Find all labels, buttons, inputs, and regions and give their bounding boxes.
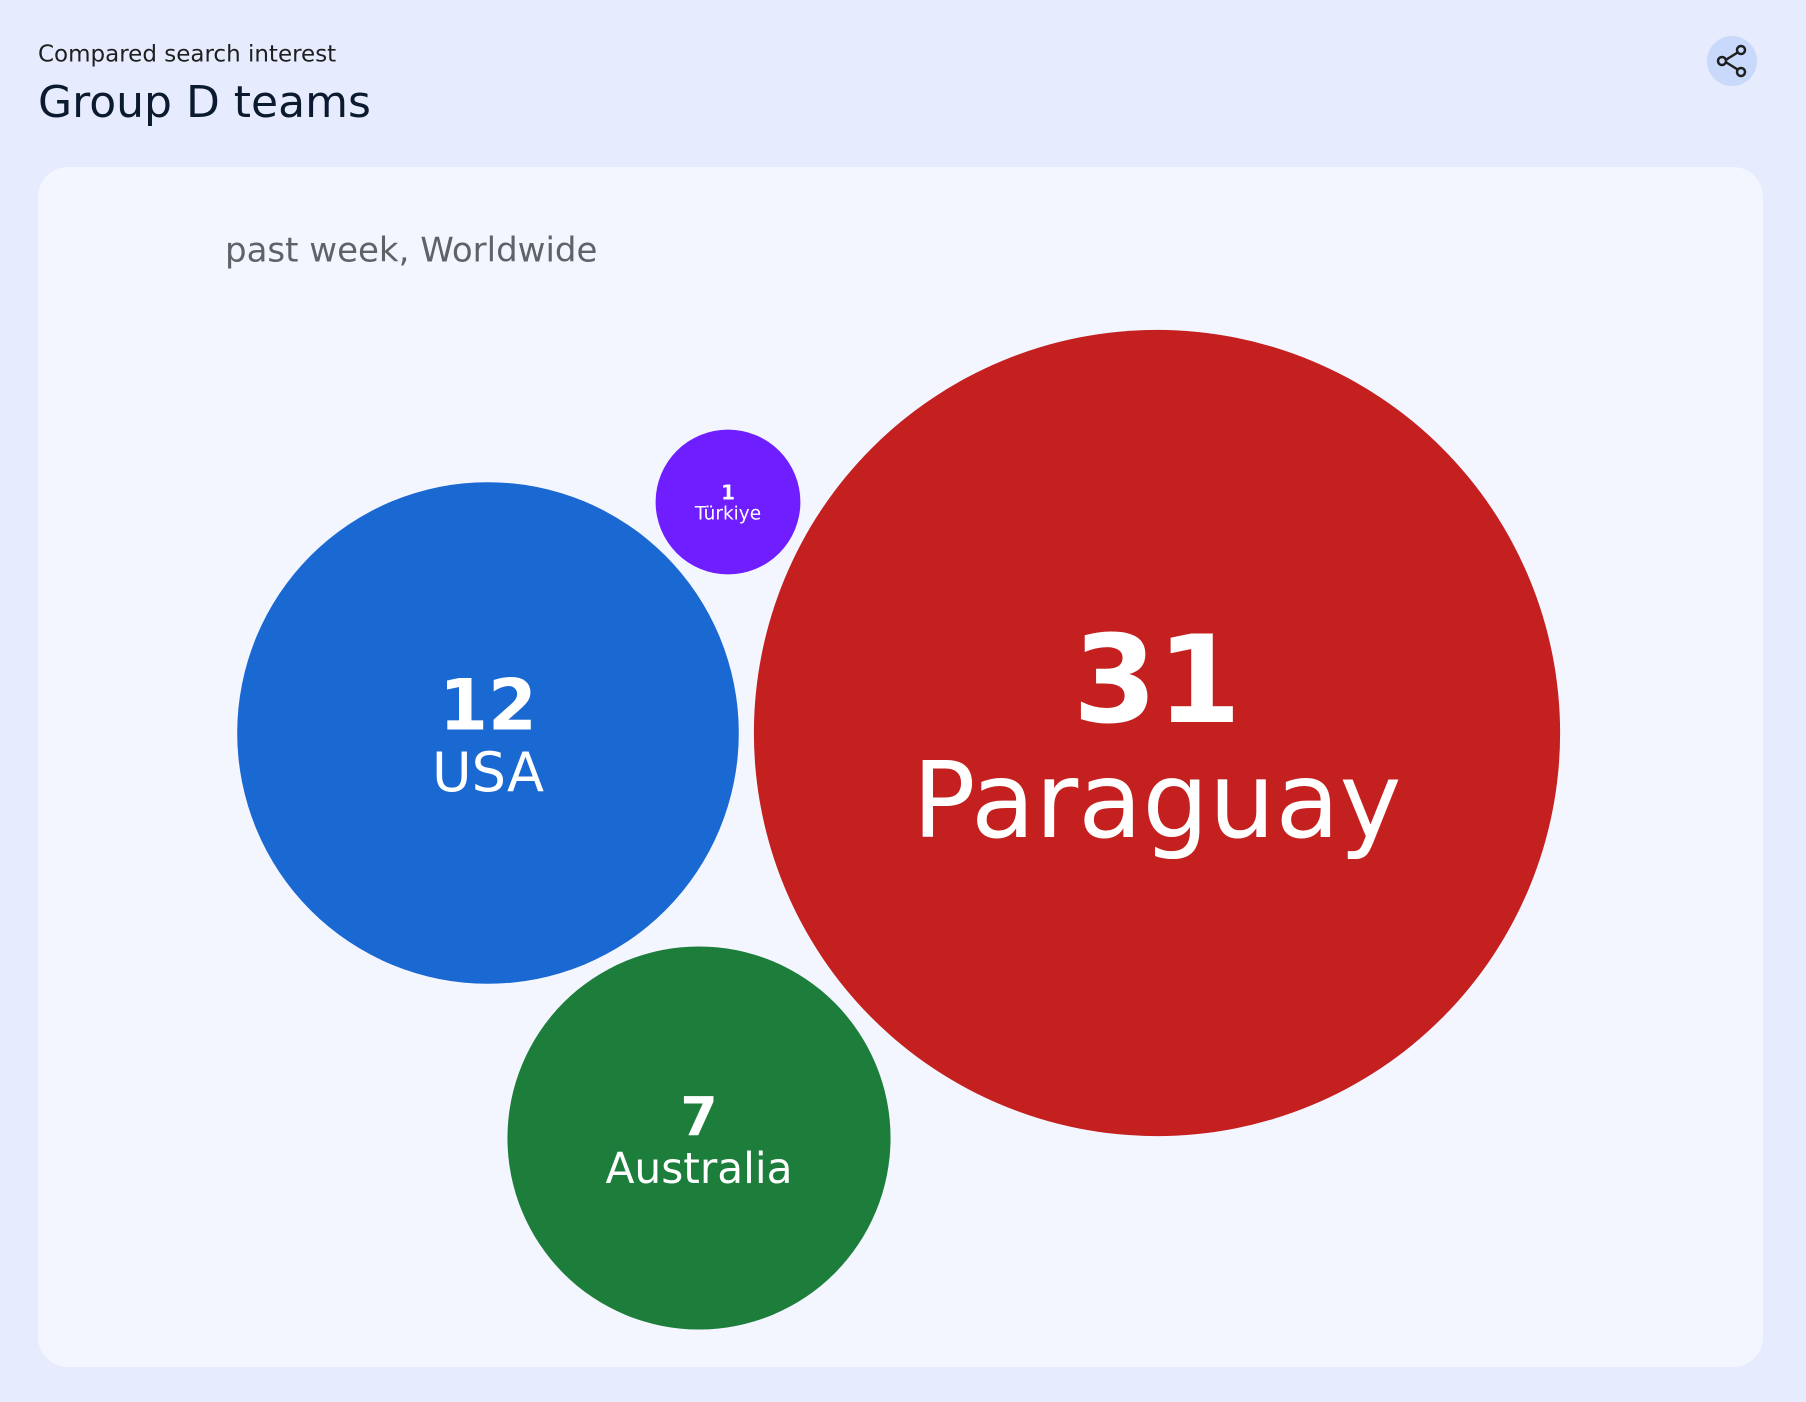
bubble-value-label: 12 xyxy=(439,664,537,746)
bubble-category-label: Australia xyxy=(605,1144,792,1193)
chart-title: Group D teams xyxy=(38,77,371,128)
bubble-category-label: USA xyxy=(432,741,544,804)
bubble-value-label: 1 xyxy=(721,481,735,505)
share-button[interactable] xyxy=(1707,36,1757,86)
bubble xyxy=(655,429,801,575)
bubble-category-label: Paraguay xyxy=(912,740,1401,862)
share-button-bg[interactable] xyxy=(1707,36,1757,86)
bubble-value-label: 31 xyxy=(1073,610,1241,751)
chart-note: past week, Worldwide xyxy=(225,231,597,271)
bubble xyxy=(237,482,739,984)
bubble xyxy=(753,329,1561,1137)
chart-subtitle: Compared search interest xyxy=(38,42,336,68)
share-icon xyxy=(1716,44,1747,78)
bubble-category-label: Türkiye xyxy=(694,504,761,525)
bubble-value-label: 7 xyxy=(680,1085,717,1148)
bubble xyxy=(507,946,891,1330)
